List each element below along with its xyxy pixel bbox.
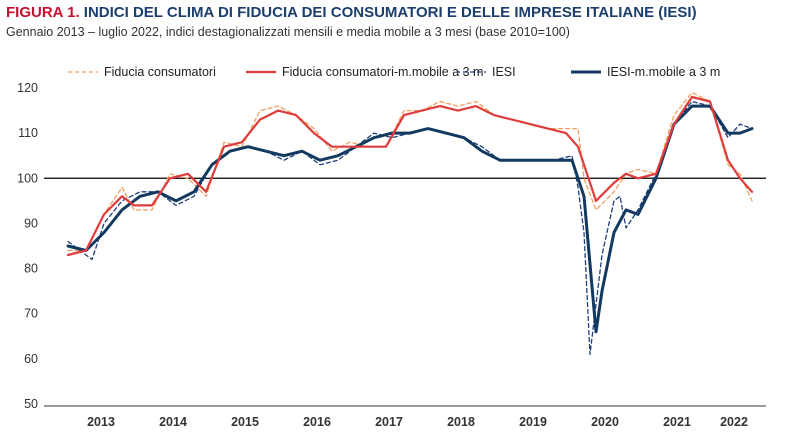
y-tick-label: 50: [24, 397, 38, 411]
chart-subtitle: Gennaio 2013 – luglio 2022, indici desta…: [6, 25, 570, 39]
x-tick-label: 2013: [87, 415, 115, 429]
series-iesi-moving-avg: [66, 104, 754, 334]
x-tick-label: 2016: [303, 415, 331, 429]
legend-label: IESI-m.mobile a 3 m: [607, 65, 720, 79]
x-tick-label: 2014: [159, 415, 187, 429]
legend-label: Fiducia consumatori: [104, 65, 216, 79]
y-tick-label: 80: [24, 262, 38, 276]
figure-title: INDICI DEL CLIMA DI FIDUCIA DEI CONSUMAT…: [83, 4, 697, 21]
chart-legend: Fiducia consumatori Fiducia consumatori-m…: [68, 65, 720, 79]
legend-label: Fiducia consumatori-m.mobile a 3 m: [282, 65, 483, 79]
chart-axes: 50 60 70 80 90 100 110 120 2013 2014 2015 2016 2017 2…: [17, 81, 766, 429]
x-tick-label: 2018: [447, 415, 475, 429]
chart-title: FIGURA 1. INDICI DEL CLIMA DI FIDUCIA DE…: [6, 4, 697, 21]
y-tick-label: 60: [24, 352, 38, 366]
y-tick-label: 120: [17, 81, 38, 95]
series-iesi-monthly: [67, 100, 753, 355]
y-tick-label: 70: [24, 307, 38, 321]
y-tick-label: 90: [24, 216, 38, 230]
figure-label: FIGURA 1.: [6, 4, 80, 21]
x-tick-label: 2022: [720, 415, 748, 429]
y-tick-label: 100: [17, 171, 38, 185]
y-tick-label: 110: [18, 126, 38, 140]
legend-label: IESI: [492, 65, 516, 79]
x-tick-label: 2015: [231, 415, 259, 429]
series-consumer-moving-avg: [66, 95, 754, 257]
x-tick-label: 2019: [519, 415, 547, 429]
x-tick-label: 2020: [591, 415, 619, 429]
x-tick-label: 2017: [375, 415, 403, 429]
x-tick-label: 2021: [663, 415, 691, 429]
series-consumer-monthly: [67, 91, 753, 252]
chart-series: [66, 91, 754, 355]
